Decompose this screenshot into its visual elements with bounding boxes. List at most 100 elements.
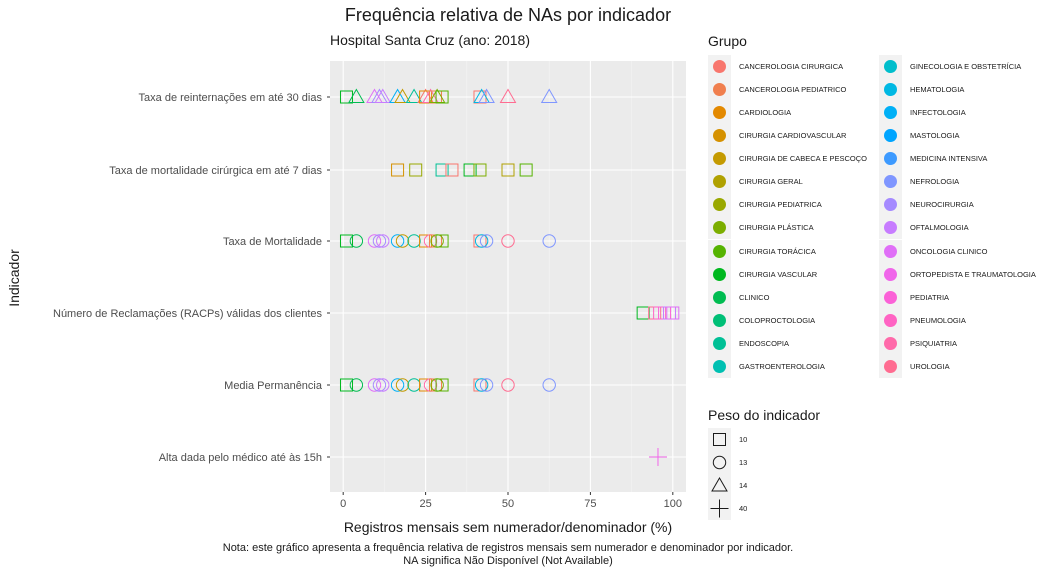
caption-line-2: NA significa Não Disponível (Not Availab… (403, 555, 613, 567)
legend-grupo-swatch (713, 267, 726, 281)
legend-grupo-item: COLOPROCTOLOGIA (708, 308, 815, 332)
legend-grupo-item: INFECTOLOGIA (879, 101, 966, 125)
data-point (409, 163, 423, 177)
legend-grupo-item: CIRURGIA PEDIATRICA (708, 193, 822, 217)
legend-grupo-label: PNEUMOLOGIA (910, 315, 966, 325)
legend-grupo-key (879, 331, 902, 355)
legend-peso-shape (711, 476, 728, 492)
x-tick-label: 25 (419, 498, 431, 510)
legend-grupo-item: CIRURGIA DE CABECA E PESCOÇO (708, 147, 867, 171)
legend-grupo-label: CIRURGIA PLÁSTICA (739, 223, 814, 233)
chart-plot: 0 25 50 75 100 Taxa de reinternações em até 3… (53, 61, 686, 510)
legend-peso-key (708, 451, 731, 474)
legend-grupo-label: CIRURGIA VASCULAR (739, 269, 818, 279)
y-tick-label: Taxa de mortalidade cirúrgica em até 7 d… (109, 165, 322, 177)
data-point (473, 163, 487, 177)
legend-peso-item: 13 (708, 451, 747, 474)
legend-peso-label: 40 (739, 504, 748, 513)
legend-grupo-label: CLINICO (739, 292, 770, 302)
legend-peso-swatch (713, 433, 726, 446)
data-point (435, 234, 449, 248)
data-point (376, 234, 390, 248)
legend-grupo-swatch (884, 106, 897, 120)
legend-grupo-key (708, 331, 731, 355)
data-point (405, 88, 423, 103)
legend-grupo-swatch (884, 290, 897, 304)
legend-peso-swatch (711, 476, 728, 492)
legend-peso-item: 40 (708, 497, 747, 520)
y-tick-label: Alta dada pelo médico até às 15h (159, 452, 322, 464)
legend-grupo-swatch (713, 175, 726, 189)
data-point (372, 234, 387, 248)
data-point (445, 163, 459, 177)
data-point (367, 378, 382, 392)
chart-title: Frequência relativa de NAs por indicador (344, 5, 672, 25)
legend-grupo-key (708, 101, 731, 125)
legend-grupo-key (879, 193, 902, 217)
legend-peso-key (708, 497, 731, 520)
legend-grupo-label: CIRURGIA PEDIATRICA (739, 200, 822, 210)
legend-grupo-key (879, 285, 902, 309)
data-point (501, 378, 515, 392)
legend-grupo-title: Grupo (708, 33, 747, 49)
legend-peso-key (708, 428, 731, 451)
y-tick-label: Media Permanência (224, 380, 323, 392)
legend-grupo-label: PSIQUIATRIA (910, 338, 957, 348)
legend-grupo-swatch (884, 267, 897, 281)
data-point (349, 234, 364, 248)
legend-grupo-item: CIRURGIA GERAL (708, 170, 803, 194)
legend-grupo-swatch (884, 198, 897, 212)
legend-grupo-swatch (713, 198, 726, 212)
data-point (374, 88, 392, 103)
legend-grupo-label: CIRURGIA DE CABECA E PESCOÇO (739, 154, 867, 164)
legend-grupo-key (879, 216, 902, 240)
legend-grupo-key (879, 170, 902, 194)
legend-grupo-item: CLINICO (708, 285, 770, 309)
data-point (435, 378, 449, 392)
data-point (435, 90, 449, 104)
data-point (435, 163, 449, 177)
legend-grupo-swatch (884, 221, 897, 235)
legend-grupo-swatch (713, 290, 726, 304)
legend-grupo-label: MEDICINA INTENSIVA (910, 154, 988, 164)
data-point (479, 378, 494, 392)
legend-grupo-swatch (713, 313, 726, 327)
legend-peso-shape (713, 433, 726, 446)
legend-grupo-item: PNEUMOLOGIA (879, 308, 966, 332)
x-axis-label: Registros mensais sem numerador/denomina… (343, 519, 673, 535)
legend-grupo-label: UROLOGIA (910, 361, 950, 371)
data-point (339, 378, 353, 392)
data-point (349, 378, 364, 392)
legend-grupo-key (708, 216, 731, 240)
legend-grupo-swatch (884, 313, 897, 327)
legend-grupo-swatch (884, 175, 897, 189)
data-point (474, 378, 489, 392)
legend-grupo-label: MASTOLOGIA (910, 131, 960, 141)
data-point (519, 163, 533, 177)
legend-peso-label: 13 (739, 458, 748, 467)
legend-grupo-key (879, 239, 902, 263)
legend-grupo-key (708, 262, 731, 286)
legend-grupo-swatch (713, 106, 726, 120)
legend-grupo-item: ORTOPEDISTA E TRAUMATOLOGIA (879, 262, 1036, 286)
legend-peso-label: 10 (739, 435, 748, 444)
legend-grupo-swatch (713, 152, 726, 166)
data-point (390, 234, 405, 248)
legend-grupo-swatch (713, 83, 726, 97)
legend-peso-shape (712, 455, 727, 470)
legend-grupo-label: CARDIOLOGIA (739, 108, 792, 118)
legend-grupo-key (708, 170, 731, 194)
legend-grupo-item: GASTROENTEROLOGIA (708, 354, 825, 378)
legend-grupo-key (879, 262, 902, 286)
legend-grupo-swatch (713, 221, 726, 235)
legend-grupo-item: OFTALMOLOGIA (879, 216, 969, 240)
legend-grupo-item: CIRURGIA CARDIOVASCULAR (708, 124, 846, 148)
x-tick-label: 0 (340, 498, 346, 510)
legend-grupo-label: NEUROCIRURGIA (910, 200, 974, 210)
x-tick-label: 100 (664, 498, 682, 510)
legend-peso-shape (710, 499, 729, 518)
legend-grupo-label: HEMATOLOGIA (910, 85, 965, 95)
legend-grupo-item: CANCEROLOGIA PEDIATRICO (708, 78, 846, 102)
legend-grupo-swatch (884, 244, 897, 258)
legend-grupo-key (708, 239, 731, 263)
